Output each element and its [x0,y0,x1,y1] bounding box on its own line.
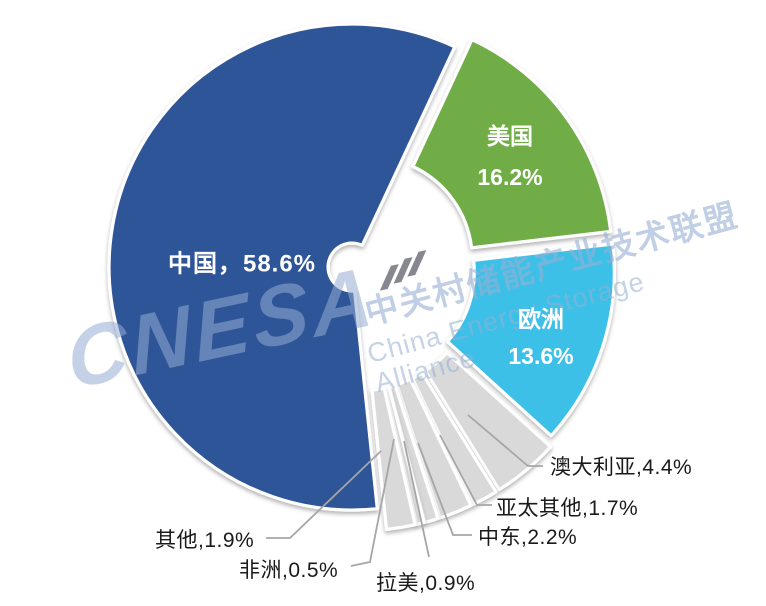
slice-label-latam: 拉美,0.9% [376,572,476,595]
slice-label-middle-east: 中东,2.2% [478,526,578,549]
slice-label-us-name: 美国 [487,123,533,149]
slice-label-china: 中国，58.6% [167,250,317,278]
slice-label-us-value: 16.2% [477,164,543,190]
slice-label-apac-other: 亚太其他,1.7% [496,497,639,520]
pie-slice-欧洲 [445,242,616,438]
pie-slice-美国 [411,38,613,250]
slice-label-europe-name: 欧洲 [518,306,564,332]
pie-slice-中国 [107,22,457,512]
slice-label-europe: 欧洲 13.6% [508,300,573,370]
slice-label-us: 美国 16.2% [477,117,542,191]
slice-label-africa: 非洲,0.5% [239,559,339,582]
slice-label-other: 其他,1.9% [155,529,255,552]
slice-label-europe-value: 13.6% [508,343,574,369]
slice-label-australia: 澳大利亚,4.4% [550,456,693,479]
